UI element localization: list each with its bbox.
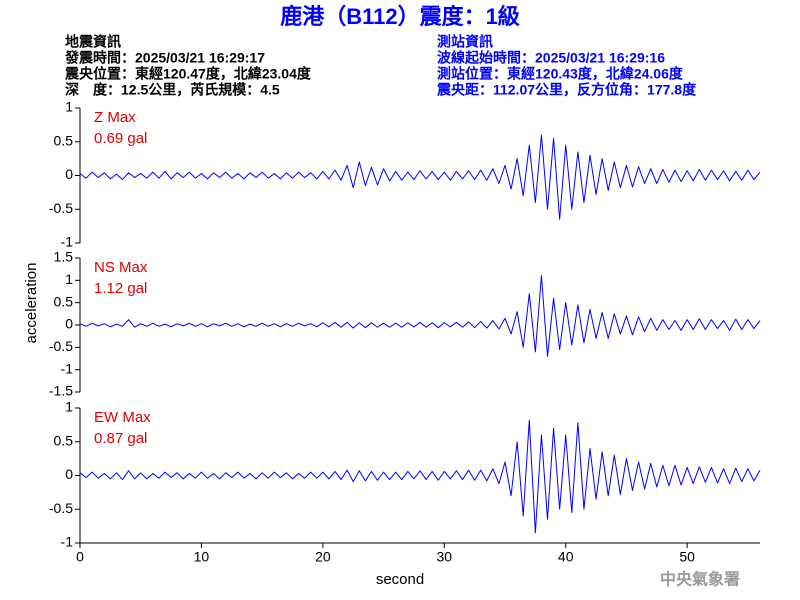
x-tick-label: 40 bbox=[558, 549, 574, 565]
x-tick-label: 30 bbox=[436, 549, 452, 565]
station-info: 測站位置：東經120.43度，北緯24.06度 bbox=[437, 66, 684, 82]
y-tick-label: 0 bbox=[65, 316, 73, 332]
waveform bbox=[79, 419, 761, 534]
y-tick-label: 0.5 bbox=[54, 293, 74, 309]
y-tick-label: 1 bbox=[65, 399, 73, 415]
y-tick-label: -0.5 bbox=[49, 200, 73, 216]
annotation: 0.69 gal bbox=[94, 130, 147, 147]
waveform bbox=[79, 134, 761, 220]
y-tick-label: -1 bbox=[61, 234, 74, 250]
quake-info: 深 度：12.5公里，芮氏規模：4.5 bbox=[65, 82, 280, 98]
y-tick-label: -0.5 bbox=[49, 500, 73, 516]
annotation: 1.12 gal bbox=[94, 280, 147, 297]
quake-info: 地震資訊 bbox=[65, 34, 121, 50]
x-tick-label: 10 bbox=[194, 549, 210, 565]
y-tick-label: 0.5 bbox=[54, 132, 74, 148]
quake-info: 發震時間：2025/03/21 16:29:17 bbox=[64, 50, 265, 66]
x-axis-label: second bbox=[376, 571, 424, 588]
y-tick-label: -1.5 bbox=[49, 383, 73, 399]
y-axis-label: acceleration bbox=[23, 263, 40, 344]
station-info: 測站資訊 bbox=[437, 34, 493, 50]
y-tick-label: -0.5 bbox=[49, 338, 73, 354]
y-tick-label: 0 bbox=[65, 166, 73, 182]
y-tick-label: -1 bbox=[61, 534, 74, 550]
x-tick-label: 20 bbox=[315, 549, 331, 565]
y-tick-label: 1 bbox=[65, 271, 73, 287]
annotation: 0.87 gal bbox=[94, 430, 147, 447]
y-tick-label: 0 bbox=[65, 466, 73, 482]
agency: 中央氣象署 bbox=[660, 570, 740, 589]
station-info: 震央距：112.07公里，反方位角：177.8度 bbox=[436, 82, 697, 98]
waveform bbox=[79, 275, 761, 357]
station-info: 波線起始時間：2025/03/21 16:29:16 bbox=[437, 50, 665, 66]
y-tick-label: -1 bbox=[61, 360, 74, 376]
quake-info: 震央位置：東經120.47度，北緯23.04度 bbox=[64, 66, 312, 82]
annotation: EW Max bbox=[94, 409, 151, 426]
y-tick-label: 1.5 bbox=[54, 249, 74, 265]
y-tick-label: 1 bbox=[65, 99, 73, 115]
x-tick-label: 50 bbox=[679, 549, 695, 565]
y-tick-label: 0.5 bbox=[54, 432, 74, 448]
annotation: NS Max bbox=[94, 259, 148, 276]
x-tick-label: 0 bbox=[76, 549, 84, 565]
annotation: Z Max bbox=[94, 109, 136, 126]
title: 鹿港（B112）震度：1級 bbox=[280, 4, 520, 29]
